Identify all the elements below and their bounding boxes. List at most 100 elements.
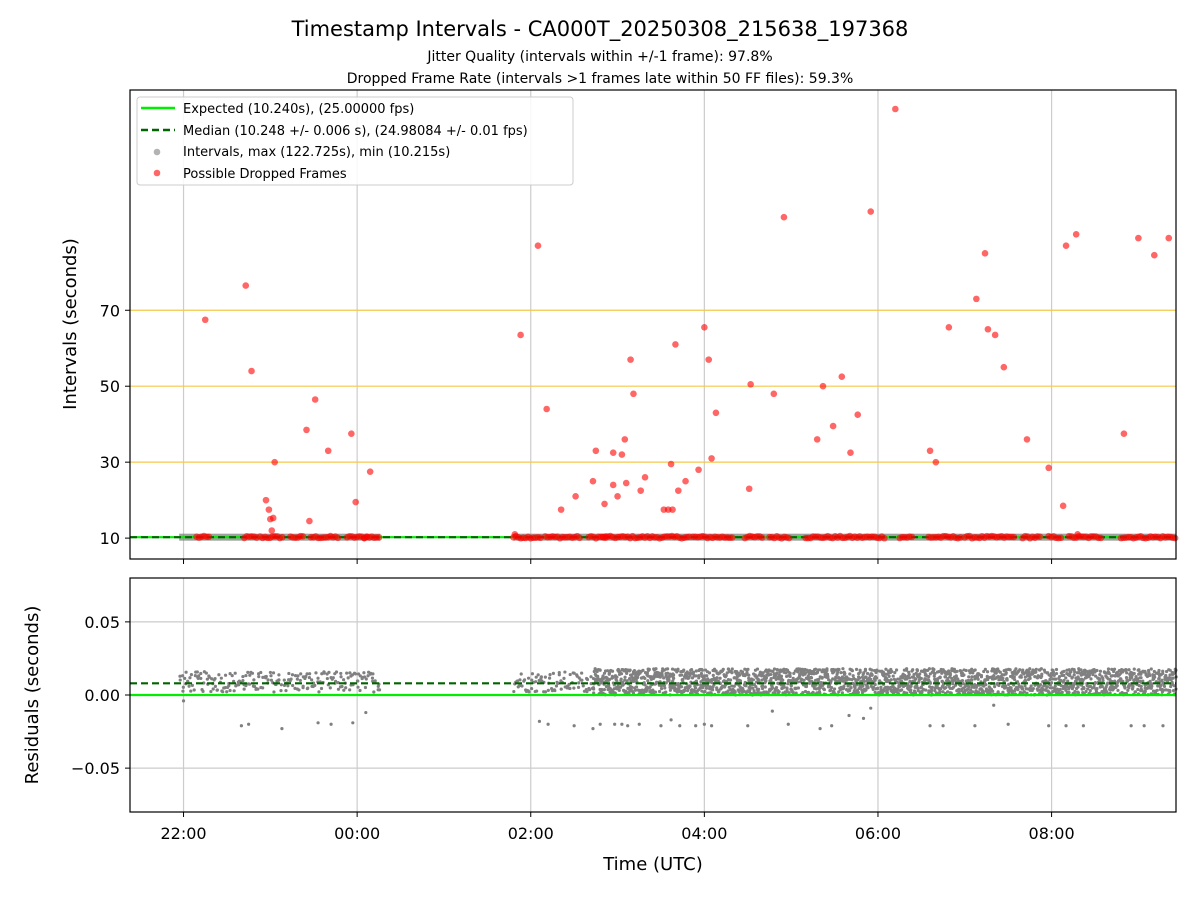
residual-point	[522, 679, 526, 683]
residual-point	[213, 676, 217, 681]
residual-point	[938, 675, 942, 679]
dropped-frame-point	[708, 455, 715, 462]
residual-point	[660, 673, 664, 678]
residual-point	[344, 686, 348, 690]
residual-point	[205, 677, 209, 681]
residual-point	[348, 671, 352, 675]
residual-point	[919, 676, 923, 681]
residual-point	[1098, 669, 1103, 673]
residual-point	[592, 687, 596, 691]
residual-point	[607, 677, 612, 682]
residual-point	[534, 680, 538, 684]
residual-outlier-point	[626, 724, 630, 728]
residual-point	[1085, 683, 1089, 688]
residual-point	[537, 678, 541, 683]
residual-point	[693, 684, 697, 688]
residual-point	[961, 682, 965, 686]
residual-point	[841, 667, 845, 671]
residual-point	[200, 688, 204, 692]
residual-point	[530, 678, 534, 682]
residual-point	[767, 668, 771, 672]
residual-point	[781, 678, 785, 682]
residual-point	[602, 688, 606, 692]
residual-point	[559, 687, 563, 691]
residual-point	[549, 686, 554, 691]
residual-point	[316, 676, 320, 680]
residual-point	[873, 678, 877, 682]
residual-point	[1070, 675, 1074, 679]
residual-point	[1126, 688, 1130, 692]
dropped-frame-point	[672, 341, 679, 348]
dropped-frame-point	[892, 105, 899, 113]
dropped-frame-point	[268, 527, 276, 534]
residual-point	[209, 689, 213, 694]
residual-point	[657, 689, 662, 694]
residual-point	[210, 677, 214, 681]
residual-point	[585, 690, 589, 694]
residual-point	[575, 673, 579, 677]
residual-point	[1107, 670, 1111, 675]
dropped-frame-point	[854, 411, 862, 418]
residual-outlier-point	[1081, 724, 1086, 728]
dropped-frame-point	[926, 447, 934, 455]
residual-point	[530, 686, 534, 691]
residual-point	[672, 673, 676, 677]
residual-point	[346, 676, 350, 680]
residual-outlier-point	[572, 724, 576, 728]
residual-point	[368, 672, 373, 676]
residual-outlier-point	[591, 727, 595, 731]
residual-point	[664, 690, 668, 694]
intervals-y-tick-label: 50	[100, 377, 120, 396]
residual-point	[1089, 677, 1093, 681]
residual-point	[1132, 671, 1136, 676]
residual-point	[701, 684, 705, 688]
residual-point	[1103, 671, 1107, 675]
residual-point	[178, 674, 182, 678]
residual-point	[554, 684, 559, 688]
residual-point	[1152, 673, 1156, 677]
residual-point	[864, 688, 868, 692]
residual-point	[918, 672, 922, 676]
residual-outlier-point	[992, 703, 996, 707]
residual-point	[865, 671, 870, 676]
residual-point	[184, 670, 188, 674]
residual-point	[1137, 668, 1141, 672]
residual-point	[1146, 668, 1151, 673]
residual-point	[207, 675, 211, 679]
dropped-frame-point	[682, 477, 689, 485]
residual-outlier-point	[847, 713, 851, 718]
residual-point	[1033, 670, 1038, 674]
residual-point	[304, 674, 308, 679]
residual-point	[761, 671, 765, 675]
residual-point	[1139, 676, 1143, 680]
dropped-frame-point	[829, 422, 837, 430]
residual-point	[290, 673, 295, 677]
residual-point	[741, 686, 745, 691]
residual-point	[1124, 667, 1128, 672]
residual-point	[187, 684, 191, 688]
residual-point	[1127, 668, 1131, 672]
dropped-frame-point	[299, 533, 307, 540]
residual-point	[589, 675, 593, 679]
residual-point	[704, 686, 709, 690]
residual-point	[730, 671, 734, 675]
residual-point	[962, 673, 966, 677]
residual-point	[1140, 689, 1144, 693]
residual-point	[1112, 667, 1117, 671]
residual-point	[535, 689, 539, 693]
residual-point	[993, 685, 997, 689]
residual-point	[809, 676, 814, 680]
residual-point	[776, 691, 781, 695]
residual-point	[728, 687, 732, 692]
residual-point	[543, 690, 548, 694]
residual-point	[944, 685, 948, 690]
residual-point	[221, 690, 225, 694]
residual-point	[189, 689, 193, 693]
residual-point	[848, 688, 852, 693]
residual-point	[907, 676, 912, 680]
residual-point	[282, 678, 286, 682]
residual-point	[299, 672, 303, 676]
residual-point	[297, 688, 301, 692]
residual-point	[1139, 672, 1143, 676]
residual-point	[955, 669, 959, 673]
